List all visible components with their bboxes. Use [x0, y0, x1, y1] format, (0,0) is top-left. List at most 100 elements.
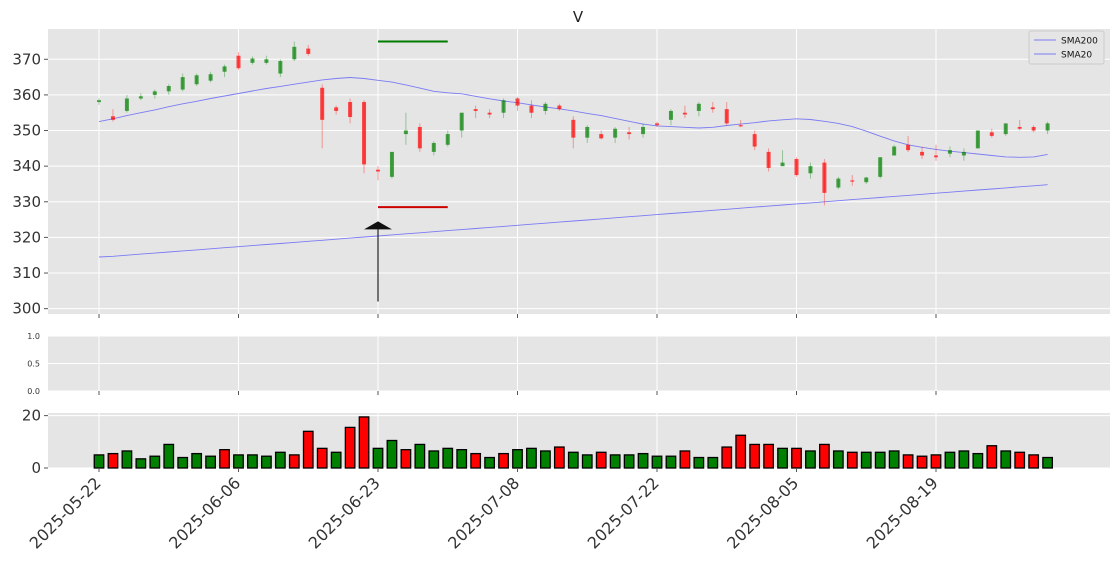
candle-body	[920, 151, 925, 156]
volume-bar	[484, 456, 496, 469]
price-y-tick-label: 370	[12, 50, 41, 68]
candle-body	[557, 105, 562, 110]
volume-bar	[205, 455, 217, 469]
candle-body	[459, 112, 464, 131]
volume-bar	[623, 454, 635, 469]
candle-body	[389, 151, 394, 177]
volume-bar	[707, 456, 719, 469]
price-y-tick-label: 300	[12, 300, 41, 318]
x-tick-label: 2025-05-22	[26, 473, 105, 552]
candle-body	[599, 134, 604, 139]
volume-bar	[512, 449, 523, 469]
volume-bar	[93, 454, 105, 469]
candle-body	[445, 134, 450, 145]
indicator-y-tick-label: 0.5	[27, 360, 40, 369]
legend-sma20-label: SMA20	[1061, 51, 1092, 61]
candle-body	[641, 126, 646, 135]
candle-body	[864, 177, 869, 183]
volume-bar	[805, 450, 816, 469]
volume-bar	[372, 447, 384, 469]
candle-body	[989, 132, 994, 136]
volume-bar	[846, 451, 858, 469]
volume-bar	[735, 434, 747, 469]
volume-bar	[1014, 451, 1026, 469]
volume-bar	[260, 455, 272, 469]
candle-body	[222, 66, 227, 72]
volume-bar	[581, 454, 593, 469]
volume-bar	[595, 451, 607, 469]
volume-y-tick-label: 20	[22, 407, 41, 425]
volume-bar	[1000, 450, 1012, 469]
candle-body	[1017, 126, 1022, 129]
volume-bar	[274, 451, 286, 469]
candle-body	[585, 126, 590, 138]
candle-body	[250, 58, 255, 63]
legend-box	[1028, 30, 1105, 65]
candle-body	[417, 126, 422, 149]
x-tick-label: 2025-07-08	[444, 473, 523, 552]
volume-bar	[791, 447, 802, 469]
candle-body	[166, 86, 171, 92]
candle-body	[362, 102, 367, 165]
volume-bar	[874, 451, 886, 469]
candle-body	[836, 178, 841, 188]
indicator-y-tick-label: 0.0	[27, 387, 40, 396]
candle-body	[738, 125, 743, 127]
volume-bar	[344, 426, 356, 469]
candle-body	[320, 87, 325, 120]
candle-body	[403, 130, 408, 135]
volume-bars	[93, 416, 1053, 469]
volume-bar	[651, 455, 663, 469]
candle-body	[180, 77, 185, 90]
volume-bar	[302, 430, 314, 469]
candle-body	[431, 143, 436, 152]
volume-bar	[400, 449, 412, 469]
candle-body	[138, 96, 143, 99]
volume-bar	[553, 446, 565, 469]
candle-body	[892, 146, 897, 156]
candle-body	[334, 107, 339, 111]
volume-bar	[944, 451, 956, 469]
volume-bar	[819, 443, 830, 469]
volume-bar	[442, 447, 454, 469]
volume-bar	[693, 456, 705, 469]
volume-bar	[233, 454, 244, 469]
volume-bar	[888, 450, 900, 469]
volume-y-tick-label: 0	[31, 459, 41, 477]
candle-body	[627, 132, 632, 135]
chart-title: V	[573, 8, 584, 26]
candle-body	[110, 116, 115, 120]
volume-bar	[498, 452, 509, 469]
candle-body	[1031, 126, 1036, 131]
candle-body	[766, 151, 771, 168]
price-y-tick-label: 360	[12, 86, 41, 104]
volume-bar	[958, 450, 970, 469]
volume-bar	[721, 446, 733, 469]
candle-body	[947, 150, 952, 154]
candle-body	[348, 102, 353, 117]
candle-body	[376, 169, 380, 172]
candle-body	[682, 112, 687, 115]
x-tick-label: 2025-07-22	[584, 473, 663, 552]
candle-body	[152, 91, 157, 95]
candle-body	[752, 134, 757, 147]
annotations	[364, 40, 448, 302]
candle-body	[668, 110, 673, 120]
candle-body	[529, 105, 534, 113]
volume-bar	[609, 454, 621, 469]
candle-body	[124, 98, 129, 111]
sma20-line	[98, 77, 1048, 158]
volume-bar	[219, 449, 230, 469]
volume-bar	[972, 452, 984, 469]
candle-body	[696, 103, 701, 111]
candle-body	[1045, 123, 1050, 131]
price-y-tick-label: 310	[12, 264, 41, 282]
candle-body	[501, 100, 506, 113]
volume-bar	[902, 454, 914, 469]
x-tick-label: 2025-08-19	[863, 473, 942, 552]
legend-sma200-label: SMA200	[1061, 37, 1098, 47]
candle-body	[236, 55, 241, 69]
volume-bar	[526, 447, 537, 469]
volume-bar	[470, 452, 482, 469]
